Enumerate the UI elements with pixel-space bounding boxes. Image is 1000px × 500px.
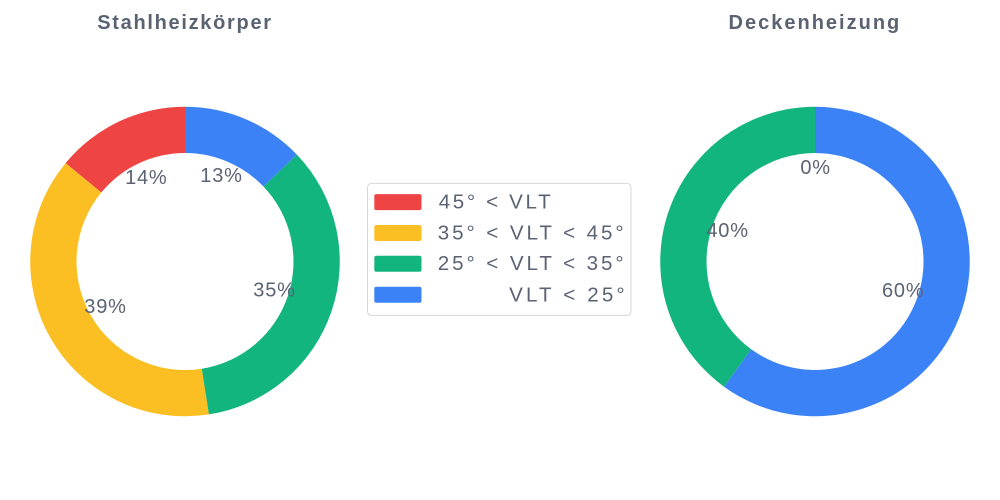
svg-text:Stahlheizkörper: Stahlheizkörper bbox=[97, 12, 273, 34]
svg-text:45° < VLT: 45° < VLT bbox=[439, 191, 554, 214]
svg-text:39%: 39% bbox=[84, 296, 126, 318]
svg-text:35%: 35% bbox=[253, 279, 295, 301]
svg-text:Deckenheizung: Deckenheizung bbox=[729, 12, 902, 34]
svg-text:60%: 60% bbox=[882, 280, 924, 302]
svg-text:35° < VLT < 45°: 35° < VLT < 45° bbox=[438, 222, 627, 245]
svg-text:25° < VLT < 35°: 25° < VLT < 35° bbox=[438, 252, 627, 275]
svg-text:40%: 40% bbox=[706, 220, 748, 242]
svg-text:13%: 13% bbox=[200, 165, 242, 187]
svg-text:14%: 14% bbox=[125, 167, 167, 189]
svg-text:0%: 0% bbox=[800, 157, 831, 179]
svg-text:VLT < 25°: VLT < 25° bbox=[509, 283, 628, 306]
